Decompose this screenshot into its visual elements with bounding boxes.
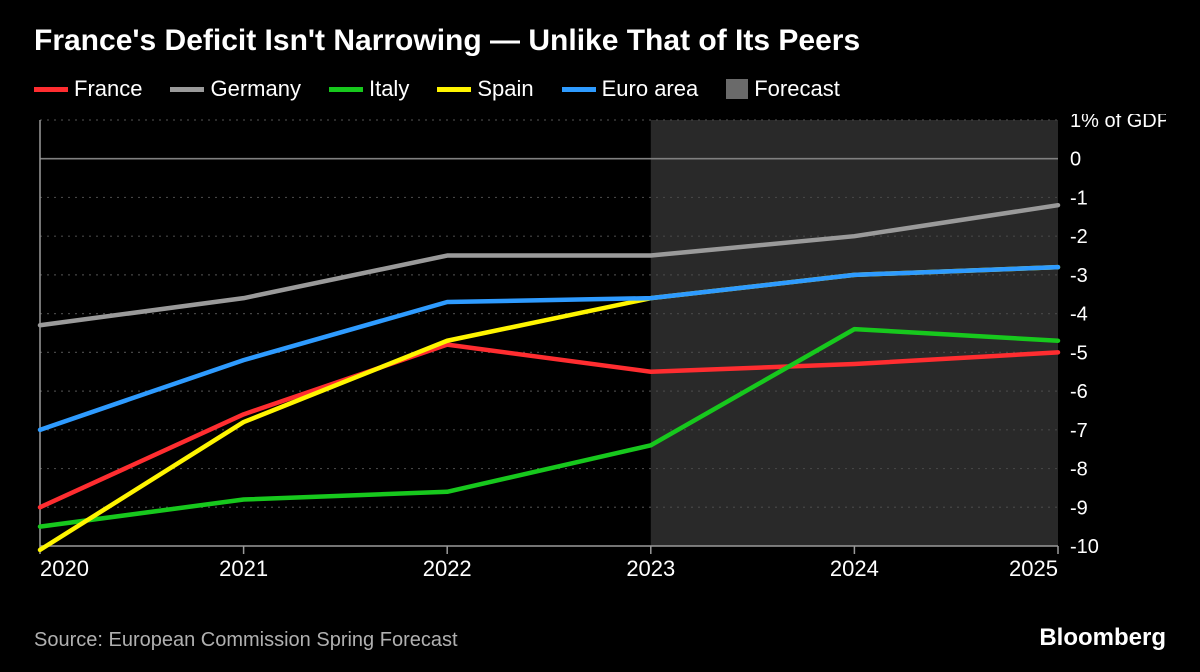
- source-text: Source: European Commission Spring Forec…: [34, 629, 458, 652]
- svg-text:2024: 2024: [830, 556, 879, 581]
- legend-label: Germany: [210, 76, 300, 102]
- legend-swatch: [170, 87, 204, 92]
- svg-text:-8: -8: [1070, 459, 1088, 481]
- svg-text:-10: -10: [1070, 536, 1099, 558]
- legend-label: Spain: [477, 76, 533, 102]
- svg-text:-6: -6: [1070, 381, 1088, 403]
- legend-swatch: [562, 87, 596, 92]
- legend-item: Italy: [329, 76, 409, 102]
- legend-item: Germany: [170, 76, 300, 102]
- legend-label: Italy: [369, 76, 409, 102]
- legend-label: Forecast: [754, 76, 840, 102]
- brand-logo: Bloomberg: [1039, 624, 1166, 652]
- svg-text:-1: -1: [1070, 187, 1088, 209]
- chart-title: France's Deficit Isn't Narrowing — Unlik…: [34, 24, 1166, 58]
- svg-text:2023: 2023: [626, 556, 675, 581]
- svg-text:-9: -9: [1070, 497, 1088, 519]
- svg-text:2020: 2020: [40, 556, 89, 581]
- legend-label: Euro area: [602, 76, 699, 102]
- legend-item: Spain: [437, 76, 533, 102]
- svg-text:2022: 2022: [423, 556, 472, 581]
- svg-text:-5: -5: [1070, 342, 1088, 364]
- legend-swatch: [329, 87, 363, 92]
- legend-swatch-forecast: [726, 79, 748, 99]
- legend-swatch: [437, 87, 471, 92]
- svg-text:-7: -7: [1070, 420, 1088, 442]
- legend-label: France: [74, 76, 142, 102]
- svg-text:2021: 2021: [219, 556, 268, 581]
- svg-text:2025: 2025: [1009, 556, 1058, 581]
- legend-item: France: [34, 76, 142, 102]
- svg-text:0: 0: [1070, 149, 1081, 171]
- svg-text:-4: -4: [1070, 304, 1088, 326]
- svg-text:1% of GDP: 1% of GDP: [1070, 114, 1166, 132]
- legend: France Germany Italy Spain Euro area Forecast: [34, 76, 1166, 102]
- legend-swatch: [34, 87, 68, 92]
- legend-item: Euro area: [562, 76, 699, 102]
- chart-plot: -10-9-8-7-6-5-4-3-2-101% of GDP202020212…: [34, 114, 1166, 612]
- svg-text:-2: -2: [1070, 226, 1088, 248]
- svg-text:-3: -3: [1070, 265, 1088, 287]
- legend-item-forecast: Forecast: [726, 76, 840, 102]
